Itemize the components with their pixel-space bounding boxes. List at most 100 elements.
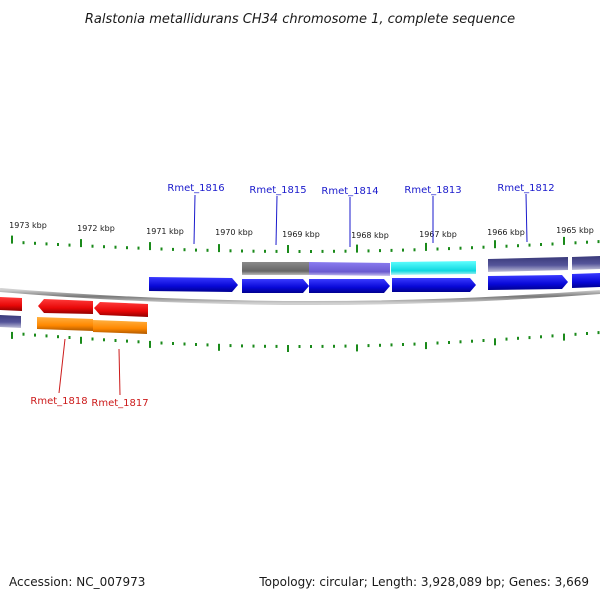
minor-tick xyxy=(45,334,48,338)
minor-tick xyxy=(183,248,186,252)
minor-tick xyxy=(459,340,462,344)
minor-tick xyxy=(379,249,381,253)
minor-tick xyxy=(264,249,266,253)
feature-navy-1812 xyxy=(488,257,568,272)
minor-tick xyxy=(183,342,186,346)
scale-labels: 1973 kbp 1972 kbp 1971 kbp 1970 kbp 1969 kbp… xyxy=(9,221,594,240)
minor-tick xyxy=(344,344,347,348)
reverse-label-leaders xyxy=(58,338,121,396)
major-tick xyxy=(425,342,427,350)
major-tick xyxy=(563,333,565,341)
minor-tick xyxy=(160,247,163,251)
minor-tick xyxy=(321,249,324,253)
minor-tick xyxy=(91,244,94,248)
minor-tick xyxy=(390,343,393,347)
minor-tick xyxy=(22,332,25,336)
minor-tick xyxy=(344,249,347,253)
minor-tick xyxy=(34,333,36,337)
minor-tick xyxy=(103,338,105,342)
minor-tick xyxy=(206,343,209,347)
major-tick xyxy=(563,236,565,245)
minor-tick xyxy=(195,343,197,346)
major-tick xyxy=(80,239,82,248)
minor-tick xyxy=(57,335,59,339)
minor-tick xyxy=(45,242,48,246)
map-title: Ralstonia metallidurans CH34 chromosome … xyxy=(85,12,515,27)
feature-navy-left-edge xyxy=(0,315,21,328)
scale-label: 1966 kbp xyxy=(487,228,525,237)
minor-tick xyxy=(252,344,255,348)
chromosome-backbone xyxy=(0,288,600,306)
scale-label: 1969 kbp xyxy=(282,230,320,239)
minor-tick xyxy=(528,243,531,247)
minor-tick xyxy=(229,344,232,348)
major-tick xyxy=(494,240,496,249)
minor-tick xyxy=(57,243,59,246)
minor-tick xyxy=(597,240,600,244)
feature-navy-right xyxy=(572,256,600,270)
minor-tick xyxy=(586,332,588,335)
cds-arrow-rmet-1814 xyxy=(309,279,390,293)
gene-label-rmet-1817: Rmet_1817 xyxy=(91,398,148,409)
minor-tick xyxy=(137,340,140,344)
minor-tick xyxy=(459,246,462,250)
cds-arrow-right-edge xyxy=(572,273,600,288)
minor-tick xyxy=(436,341,439,345)
minor-tick xyxy=(402,343,404,346)
minor-tick xyxy=(298,250,301,253)
major-tick xyxy=(218,244,220,253)
major-tick xyxy=(356,344,358,352)
major-tick xyxy=(80,336,82,344)
minor-tick xyxy=(321,344,324,348)
scale-label: 1967 kbp xyxy=(419,230,457,239)
forward-cds-arrows xyxy=(149,273,600,293)
minor-tick xyxy=(551,242,554,246)
minor-tick xyxy=(505,244,508,248)
minor-tick xyxy=(333,249,335,253)
minor-tick xyxy=(68,243,71,247)
major-tick xyxy=(11,331,13,339)
gene-label-rmet-1815: Rmet_1815 xyxy=(249,185,306,196)
minor-tick xyxy=(540,243,542,246)
accession-text: Accession: NC_007973 xyxy=(9,575,145,589)
minor-tick xyxy=(505,337,508,341)
scale-label: 1970 kbp xyxy=(215,228,253,237)
minor-tick xyxy=(482,245,485,249)
minor-tick xyxy=(275,249,278,253)
outer-track-features xyxy=(242,256,600,276)
major-tick xyxy=(287,345,289,352)
minor-tick xyxy=(586,240,588,244)
minor-tick xyxy=(448,247,450,251)
scale-label: 1972 kbp xyxy=(77,224,115,233)
minor-tick xyxy=(22,241,25,245)
minor-tick xyxy=(413,248,416,252)
gene-label-rmet-1818: Rmet_1818 xyxy=(30,396,87,407)
scale-ticks-lower xyxy=(11,331,600,352)
gene-label-rmet-1814: Rmet_1814 xyxy=(321,186,378,197)
minor-tick xyxy=(206,248,209,252)
minor-tick xyxy=(540,335,542,339)
forward-label-leaders xyxy=(193,193,528,247)
feature-orange-1818 xyxy=(37,317,93,331)
major-tick xyxy=(356,244,358,253)
minor-tick xyxy=(574,241,577,245)
minor-tick xyxy=(160,341,163,345)
minor-tick xyxy=(241,249,243,253)
scale-label: 1965 kbp xyxy=(556,226,594,235)
scale-label: 1971 kbp xyxy=(146,227,184,236)
gene-label-rmet-1816: Rmet_1816 xyxy=(167,183,224,194)
scale-label: 1973 kbp xyxy=(9,221,47,230)
minor-tick xyxy=(91,337,94,341)
cds-arrow-rmet-1818 xyxy=(38,299,93,314)
minor-tick xyxy=(241,344,243,348)
minor-tick xyxy=(252,249,255,253)
reverse-cds-arrows xyxy=(0,297,148,317)
feature-slate-1814 xyxy=(309,262,390,276)
minor-tick xyxy=(367,344,370,348)
feature-cyan-1813 xyxy=(391,261,476,275)
minor-tick xyxy=(264,344,266,348)
minor-tick xyxy=(448,341,450,344)
gene-label-rmet-1813: Rmet_1813 xyxy=(404,185,461,196)
minor-tick xyxy=(517,336,519,340)
